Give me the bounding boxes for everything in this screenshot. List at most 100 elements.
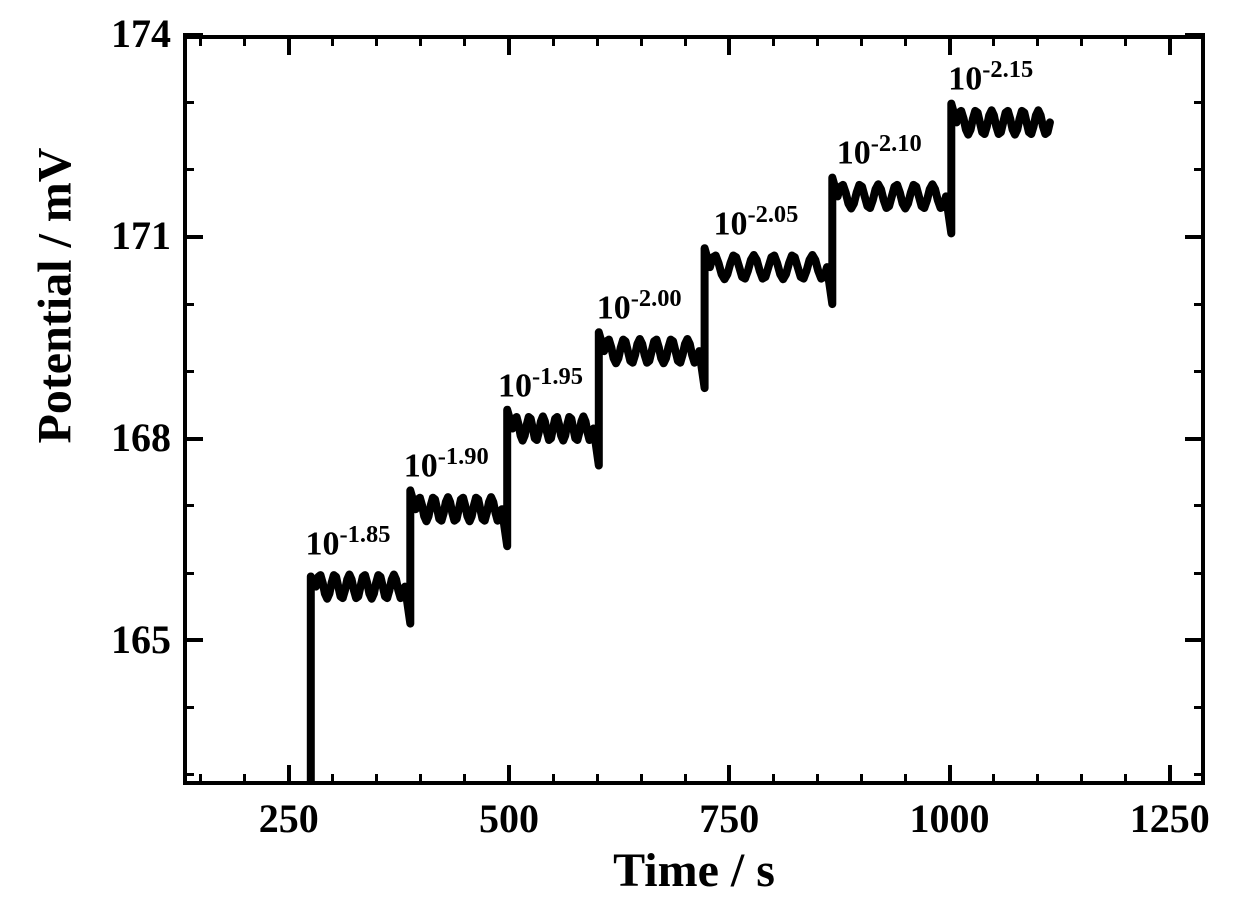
x-major-tick <box>727 35 731 55</box>
step-annotation: 10-1.90 <box>404 443 489 485</box>
x-major-tick <box>1168 35 1172 55</box>
x-major-tick <box>948 35 952 55</box>
x-minor-tick <box>684 774 687 785</box>
x-minor-tick <box>772 35 775 46</box>
step-annotation-base: 10 <box>306 525 340 562</box>
step-annotation-exp: -1.85 <box>340 521 391 548</box>
x-minor-tick <box>640 35 643 46</box>
x-minor-tick <box>1080 35 1083 46</box>
y-minor-tick <box>183 504 194 507</box>
step-annotation: 10-2.00 <box>597 285 682 327</box>
y-major-tick <box>183 638 203 642</box>
y-major-tick <box>183 235 203 239</box>
step-annotation-base: 10 <box>948 61 982 98</box>
step-annotation-exp: -2.00 <box>631 285 682 312</box>
x-minor-tick <box>596 35 599 46</box>
x-minor-tick <box>684 35 687 46</box>
x-minor-tick <box>904 35 907 46</box>
y-minor-tick <box>183 572 194 575</box>
y-major-tick <box>1185 437 1205 441</box>
y-minor-tick <box>183 773 194 776</box>
y-minor-tick <box>1194 504 1205 507</box>
step-annotation-exp: -1.90 <box>438 443 489 470</box>
chart-line <box>0 0 1240 922</box>
x-minor-tick <box>596 774 599 785</box>
y-tick-label: 174 <box>111 10 171 57</box>
x-minor-tick <box>1080 774 1083 785</box>
x-minor-tick <box>331 35 334 46</box>
x-minor-tick <box>1124 35 1127 46</box>
x-minor-tick <box>199 35 202 46</box>
y-minor-tick <box>183 168 194 171</box>
x-minor-tick <box>1124 774 1127 785</box>
step-annotation-base: 10 <box>597 290 631 327</box>
y-tick-label: 168 <box>111 414 171 461</box>
x-tick-label: 500 <box>449 795 569 842</box>
x-minor-tick <box>772 774 775 785</box>
x-minor-tick <box>375 774 378 785</box>
x-major-tick <box>948 765 952 785</box>
y-minor-tick <box>1194 773 1205 776</box>
step-annotation: 10-2.15 <box>948 56 1033 98</box>
x-major-tick <box>287 765 291 785</box>
y-tick-label: 171 <box>111 212 171 259</box>
step-annotation: 10-2.10 <box>837 130 922 172</box>
x-minor-tick <box>243 774 246 785</box>
x-minor-tick <box>992 35 995 46</box>
y-tick-label: 165 <box>111 616 171 663</box>
x-minor-tick <box>1036 774 1039 785</box>
x-minor-tick <box>860 35 863 46</box>
x-major-tick <box>727 765 731 785</box>
x-minor-tick <box>375 35 378 46</box>
step-annotation-exp: -2.05 <box>747 201 798 228</box>
step-annotation-exp: -1.95 <box>532 363 583 390</box>
y-minor-tick <box>1194 572 1205 575</box>
y-minor-tick <box>183 101 194 104</box>
x-minor-tick <box>419 35 422 46</box>
step-annotation: 10-1.85 <box>306 521 391 563</box>
x-minor-tick <box>552 35 555 46</box>
y-minor-tick <box>1194 370 1205 373</box>
y-major-tick <box>1185 235 1205 239</box>
step-annotation: 10-1.95 <box>498 363 583 405</box>
x-major-tick <box>1168 765 1172 785</box>
step-annotation-exp: -2.15 <box>982 56 1033 83</box>
step-annotation: 10-2.05 <box>713 201 798 243</box>
step-annotation-base: 10 <box>404 448 438 485</box>
x-minor-tick <box>1036 35 1039 46</box>
x-minor-tick <box>904 774 907 785</box>
y-minor-tick <box>183 303 194 306</box>
x-minor-tick <box>816 774 819 785</box>
step-annotation-base: 10 <box>837 135 871 172</box>
x-minor-tick <box>992 774 995 785</box>
chart-container: Potential / mV Time / s 1651681711742505… <box>0 0 1240 922</box>
x-major-tick <box>507 765 511 785</box>
step-annotation-exp: -2.10 <box>871 130 922 157</box>
x-minor-tick <box>243 35 246 46</box>
x-minor-tick <box>331 774 334 785</box>
x-major-tick <box>507 35 511 55</box>
y-minor-tick <box>1194 706 1205 709</box>
y-major-tick <box>183 437 203 441</box>
x-tick-label: 1000 <box>890 795 1010 842</box>
x-major-tick <box>287 35 291 55</box>
y-major-tick <box>1185 638 1205 642</box>
x-tick-label: 750 <box>669 795 789 842</box>
y-minor-tick <box>1194 101 1205 104</box>
y-minor-tick <box>1194 168 1205 171</box>
x-minor-tick <box>463 774 466 785</box>
x-minor-tick <box>816 35 819 46</box>
x-tick-label: 1250 <box>1110 795 1230 842</box>
x-minor-tick <box>199 774 202 785</box>
x-minor-tick <box>463 35 466 46</box>
x-minor-tick <box>552 774 555 785</box>
y-minor-tick <box>1194 303 1205 306</box>
y-minor-tick <box>183 370 194 373</box>
step-annotation-base: 10 <box>498 367 532 404</box>
x-tick-label: 250 <box>229 795 349 842</box>
x-minor-tick <box>419 774 422 785</box>
x-minor-tick <box>640 774 643 785</box>
y-minor-tick <box>183 706 194 709</box>
y-major-tick <box>1185 33 1205 37</box>
x-minor-tick <box>860 774 863 785</box>
